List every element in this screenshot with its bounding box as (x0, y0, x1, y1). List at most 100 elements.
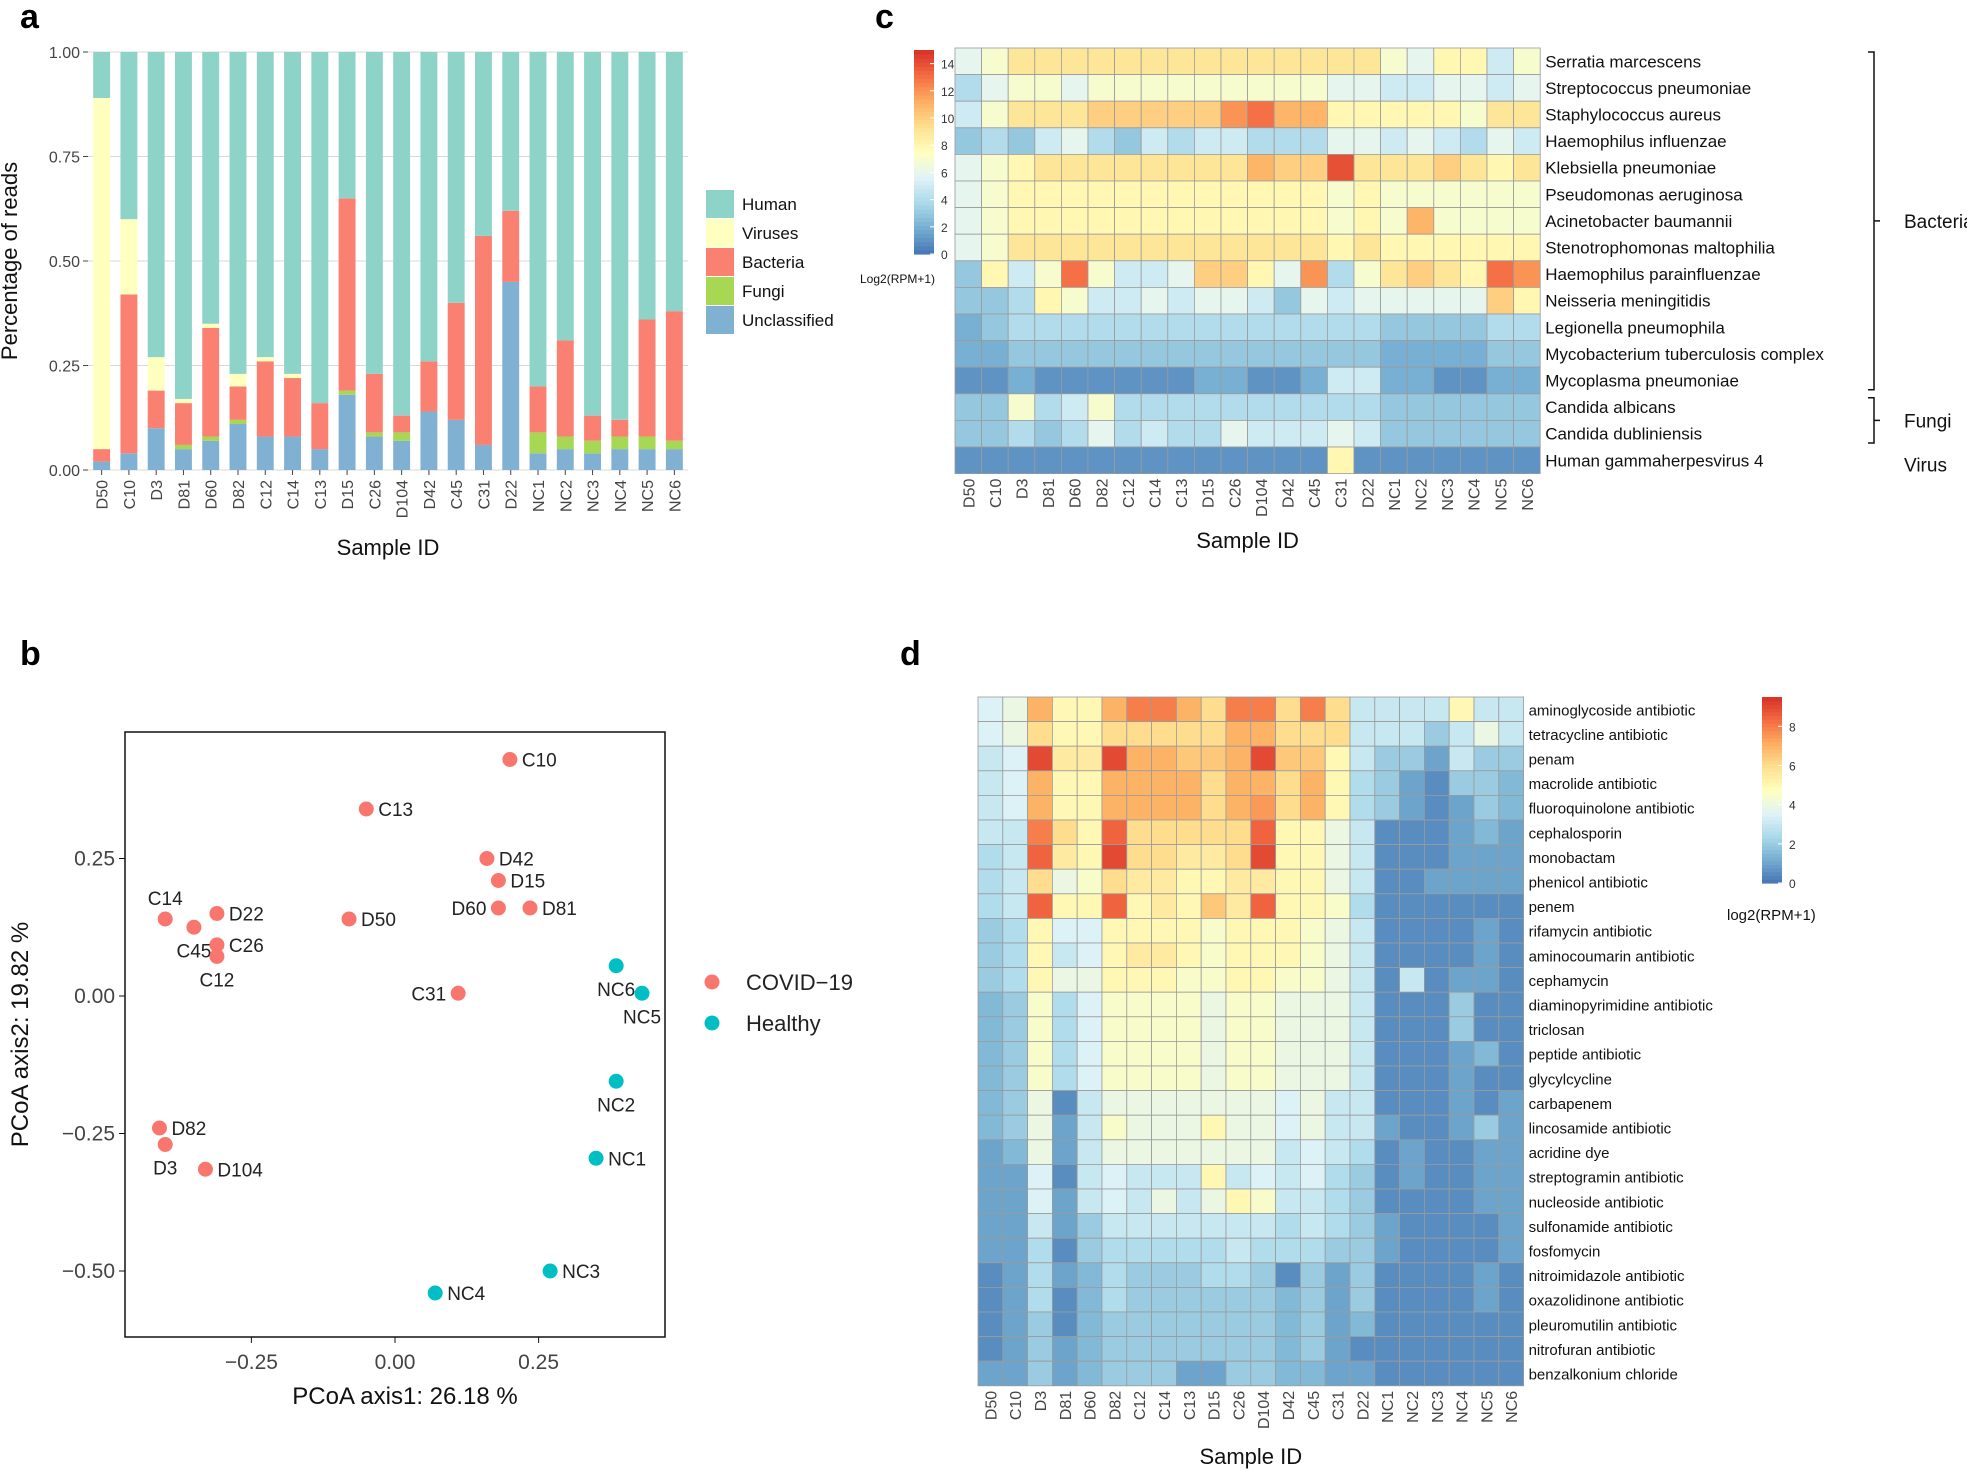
heat-cell (1349, 1065, 1376, 1092)
heatmap-column-label: D3 (1033, 1391, 1050, 1412)
heat-cell (1176, 991, 1202, 1018)
heatmap-row-label: Candida albicans (1545, 398, 1675, 417)
heat-cell (1349, 844, 1376, 870)
heat-cell (1002, 1311, 1028, 1338)
heat-cell (1076, 1114, 1103, 1141)
heat-cell (1076, 721, 1103, 747)
heat-cell (977, 1360, 1004, 1387)
heat-cell (1167, 100, 1195, 129)
colorbar-segment (914, 241, 934, 247)
heat-cell (1275, 770, 1301, 796)
heatmap-column-label: C12 (1121, 479, 1138, 508)
heat-cell (1114, 446, 1142, 475)
point-D42 (479, 851, 495, 866)
colorbar-segment (1762, 737, 1782, 743)
heat-cell (1424, 795, 1450, 821)
heat-cell (1200, 745, 1227, 772)
heat-cell (1448, 1139, 1475, 1165)
heat-cell (1406, 100, 1435, 129)
heat-cell (1140, 313, 1169, 342)
heat-cell (1399, 1262, 1425, 1288)
heat-cell (1167, 207, 1195, 235)
bar-human-C12 (256, 52, 274, 358)
bar-bacteria-NC4 (611, 419, 629, 437)
heat-cell (1273, 207, 1302, 235)
heat-cell (1220, 260, 1249, 288)
heat-cell (1225, 1065, 1252, 1092)
bar-unclassified-D15 (338, 394, 356, 470)
heat-cell (1002, 868, 1028, 895)
point-label-D42: D42 (499, 850, 534, 871)
heat-cell (1250, 770, 1277, 796)
heat-cell (1424, 745, 1450, 772)
bar-unclassified-C13 (311, 449, 329, 470)
heat-cell (1194, 340, 1222, 368)
colorbar-segment (1762, 715, 1782, 720)
point-label-NC5: NC5 (623, 1007, 661, 1028)
heat-cell (1275, 1041, 1301, 1067)
heat-cell (1448, 721, 1475, 747)
heat-cell (977, 942, 1004, 969)
y-tick-label-b: −0.25 (62, 1123, 115, 1146)
heat-cell (1433, 127, 1461, 155)
heat-cell (1380, 340, 1408, 368)
heat-cell (1126, 844, 1153, 870)
heat-cell (1513, 366, 1541, 395)
heatmap-row-label: cephalosporin (1529, 825, 1622, 842)
heatmap-row-label: Haemophilus influenzae (1545, 132, 1726, 151)
heatmap-row-label: fluoroquinolone antibiotic (1529, 801, 1695, 818)
colorbar-segment (914, 86, 934, 92)
heat-cell (1460, 340, 1488, 368)
heat-cell (1374, 1016, 1401, 1042)
heat-cell (977, 1237, 1004, 1264)
point-label-D50: D50 (361, 910, 396, 931)
point-D50 (341, 911, 357, 927)
colorbar-segment (1762, 819, 1782, 825)
point-D81 (522, 900, 538, 916)
heat-cell (1200, 1188, 1227, 1215)
point-label-C10: C10 (522, 751, 557, 772)
heat-cell (1114, 340, 1142, 368)
heat-cell (977, 868, 1004, 895)
heat-cell (1194, 180, 1222, 209)
heat-cell (1448, 1164, 1475, 1190)
bar-unclassified-C31 (475, 444, 492, 470)
heat-cell (1052, 868, 1078, 895)
heat-cell (1513, 419, 1541, 448)
heatmap-row-label: monobactam (1529, 850, 1616, 867)
heat-cell (1167, 127, 1195, 155)
bar-bacteria-NC2 (556, 340, 574, 437)
heat-cell (1076, 844, 1103, 870)
heat-cell (1167, 446, 1195, 475)
heat-cell (1126, 893, 1153, 919)
heat-cell (1300, 1336, 1326, 1362)
panel-label-c: c (875, 0, 894, 36)
heat-cell (1300, 47, 1328, 76)
heat-cell (1176, 795, 1202, 821)
heatmap-row-label: nitroimidazole antibiotic (1529, 1268, 1685, 1285)
heat-cell (1424, 1065, 1450, 1092)
heat-cell (981, 446, 1009, 475)
heat-cell (1486, 286, 1515, 315)
heat-cell (1225, 770, 1252, 796)
heat-cell (977, 696, 1004, 723)
heat-cell (1140, 207, 1169, 235)
heat-cell (1114, 419, 1142, 448)
heat-cell (1473, 1262, 1500, 1288)
bar-bacteria-C13 (311, 403, 329, 450)
heat-cell (1200, 770, 1227, 796)
heat-cell (1002, 918, 1028, 944)
heat-cell (1052, 1016, 1078, 1042)
point-NC6 (608, 958, 624, 974)
heat-cell (954, 74, 983, 102)
bar-fungi-D81 (175, 444, 192, 450)
heat-cell (954, 366, 983, 395)
heat-cell (1220, 180, 1249, 209)
heat-cell (1200, 1114, 1227, 1141)
heat-cell (1424, 1360, 1450, 1387)
panel-label-d: d (900, 635, 921, 673)
heat-cell (1324, 942, 1351, 969)
bar-unclassified-NC4 (611, 449, 629, 470)
heat-cell (1486, 207, 1515, 235)
heat-cell (1027, 1164, 1053, 1190)
